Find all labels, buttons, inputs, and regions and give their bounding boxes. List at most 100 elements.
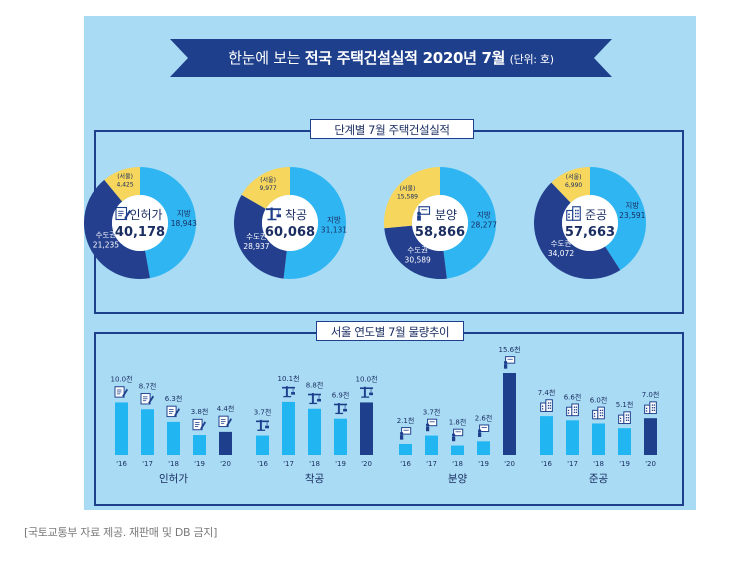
slice-seoul	[551, 167, 590, 203]
bar-year-label: '17	[426, 460, 437, 468]
bar	[193, 435, 206, 455]
building-window	[599, 414, 602, 417]
bar	[219, 431, 232, 455]
building-icon	[644, 401, 657, 415]
building-icon	[566, 206, 581, 221]
building-window	[593, 412, 596, 415]
building-window	[651, 407, 654, 409]
building-low	[618, 414, 625, 425]
slice-metro	[84, 179, 150, 279]
slice-metro	[384, 225, 447, 279]
bar-value-label: 7.4천	[538, 388, 556, 397]
banner-title: 한눈에 보는 전국 주택건설실적 2020년 7월 (단위: 호)	[170, 39, 612, 77]
bar	[141, 409, 154, 455]
bar-year-label: '19	[478, 460, 489, 468]
bar-group-name: 인허가	[159, 473, 188, 485]
metro-value: 34,072	[548, 249, 574, 258]
crane-load	[276, 214, 281, 218]
slice-local	[140, 167, 196, 279]
building-window	[601, 409, 604, 412]
person-head	[477, 429, 482, 433]
permit-document-icon	[166, 405, 180, 418]
building-window	[625, 419, 628, 421]
sale-board-icon	[417, 206, 431, 221]
bar-value-label: 2.1천	[397, 416, 415, 425]
bar-group-3: 2.1천 '16 3.7천 '17 1.8천 '18 2.6천 '19 15.6천 '20 분양	[397, 345, 521, 485]
bar	[425, 435, 438, 455]
building-window	[653, 404, 656, 406]
sale-board-icon	[451, 428, 464, 442]
seoul-value: 9,977	[259, 185, 276, 192]
bar	[503, 373, 516, 455]
person-head	[503, 360, 508, 365]
crane-base	[267, 218, 277, 221]
bar-year-label: '16	[116, 460, 127, 468]
local-name: 지방	[327, 214, 341, 224]
building-icon	[592, 406, 605, 420]
crane-jib	[282, 386, 295, 389]
bar-year-label: '16	[400, 460, 411, 468]
bar	[360, 402, 373, 455]
permit-document-icon	[140, 393, 154, 405]
pen-shape	[148, 395, 154, 404]
slice-local	[283, 166, 347, 279]
bar	[618, 428, 631, 455]
crane-load	[291, 392, 295, 395]
local-value: 18,943	[171, 219, 197, 228]
bar-year-label: '20	[645, 460, 656, 468]
board	[418, 206, 431, 215]
building-window	[601, 414, 604, 417]
building-window	[575, 212, 577, 215]
board	[453, 428, 464, 437]
building-window	[575, 406, 578, 408]
center-label: 인허가	[129, 208, 162, 222]
bar	[282, 401, 295, 455]
bar	[256, 435, 269, 455]
seoul-value: 4,425	[116, 182, 133, 189]
bar-value-label: 10.0천	[110, 374, 132, 383]
building-window	[627, 419, 630, 421]
metro-value: 30,589	[405, 256, 431, 265]
bar-year-label: '20	[220, 460, 231, 468]
bar	[644, 418, 657, 455]
crane-mast	[311, 393, 314, 404]
sale-board-icon	[399, 427, 412, 440]
crane-mast	[270, 207, 273, 220]
seoul-value: 6,990	[565, 182, 582, 189]
center-total: 40,178	[115, 225, 165, 240]
bar-value-label: 6.9천	[332, 391, 350, 400]
bar-year-label: '17	[567, 460, 578, 468]
slice-local	[590, 167, 646, 271]
building-window	[645, 407, 648, 410]
crane-jib	[334, 403, 347, 406]
banner-main-title: 전국 주택건설실적 2020년 7월	[304, 49, 506, 67]
bar-year-label: '19	[335, 460, 346, 468]
local-value: 28,277	[471, 220, 497, 229]
source-caption: [국토교통부 자료 제공. 재판매 및 DB 금지]	[24, 526, 218, 539]
building-window	[653, 409, 656, 411]
crane-icon	[282, 386, 295, 398]
building-window	[627, 417, 630, 419]
building-window	[651, 409, 654, 411]
permit-document-icon	[192, 418, 206, 431]
building-window	[575, 409, 578, 411]
bar-value-label: 8.7천	[139, 381, 157, 390]
building-window	[575, 215, 577, 218]
person-body	[503, 364, 508, 369]
permit-document-icon	[218, 415, 232, 428]
local-name: 지방	[477, 209, 491, 219]
person-body	[417, 215, 421, 221]
metro-name: 수도권	[551, 239, 572, 248]
crane-base	[257, 429, 266, 431]
infographic: 한눈에 보는 전국 주택건설실적 2020년 7월 (단위: 호) 단계별 7월…	[84, 16, 696, 510]
slice-local	[440, 167, 496, 279]
donut-panel-title: 단계별 7월 주택건설실적	[310, 119, 474, 139]
crane-jib	[308, 393, 321, 396]
building-window	[577, 209, 579, 212]
seoul-name: (서울)	[566, 173, 582, 181]
bar-year-label: '19	[194, 460, 205, 468]
slice-metro	[534, 182, 621, 279]
slice-seoul	[241, 167, 290, 209]
board	[505, 356, 516, 364]
